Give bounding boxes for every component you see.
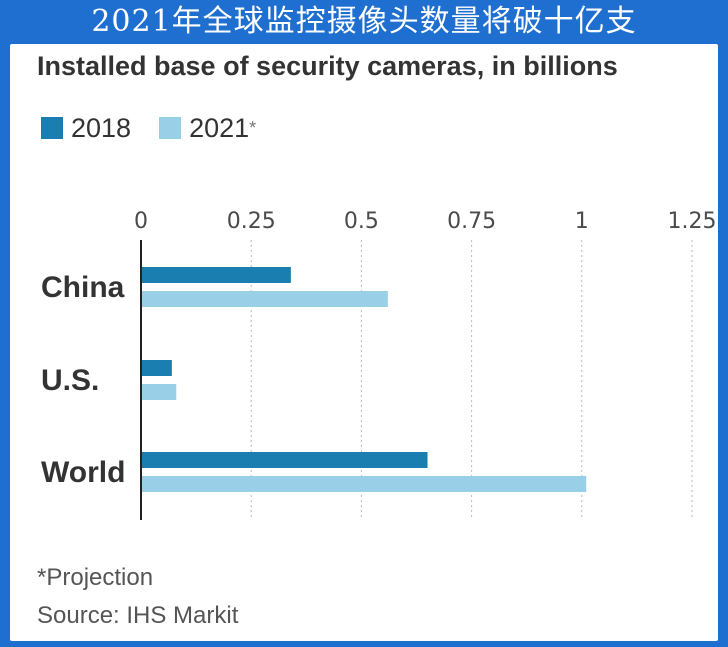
banner-title: 2021年全球监控摄像头数量将破十亿支 bbox=[0, 0, 728, 44]
bar-china-2021 bbox=[141, 291, 388, 307]
x-tick-label: 0.5 bbox=[344, 209, 379, 234]
bar-us-2018 bbox=[141, 360, 172, 376]
category-label: U.S. bbox=[41, 364, 99, 397]
category-label: China bbox=[41, 271, 125, 304]
x-tick-label: 1.25 bbox=[668, 209, 717, 234]
legend-asterisk-2021: * bbox=[249, 117, 257, 138]
bar-world-2021 bbox=[141, 476, 587, 492]
source-note: Source: IHS Markit bbox=[37, 602, 239, 629]
bar-china-2018 bbox=[141, 267, 291, 283]
x-tick-label: 1 bbox=[575, 209, 589, 234]
bar-chart: 0 0.25 0.5 0.75 1 1.25 China U.S. World bbox=[41, 209, 717, 520]
category-label: World bbox=[41, 456, 125, 489]
x-tick-label: 0.25 bbox=[227, 209, 276, 234]
bar-us-2021 bbox=[141, 384, 177, 400]
legend-swatch-2021 bbox=[159, 117, 182, 139]
legend-item-2018: 2018 bbox=[41, 113, 131, 144]
x-tick-label: 0 bbox=[134, 209, 148, 234]
legend-swatch-2018 bbox=[41, 117, 63, 139]
chart-card: Installed base of security cameras, in b… bbox=[10, 44, 718, 641]
legend-label-2021: 2021 bbox=[189, 112, 250, 143]
legend-item-2021: 2021 * bbox=[159, 113, 256, 144]
legend: 2018 2021 * bbox=[41, 112, 284, 144]
bar-world-2018 bbox=[141, 452, 428, 468]
chart-title: Installed base of security cameras, in b… bbox=[37, 51, 618, 81]
projection-note: *Projection bbox=[37, 564, 154, 591]
x-tick-label: 0.75 bbox=[447, 209, 496, 234]
legend-label-2018: 2018 bbox=[71, 112, 132, 143]
